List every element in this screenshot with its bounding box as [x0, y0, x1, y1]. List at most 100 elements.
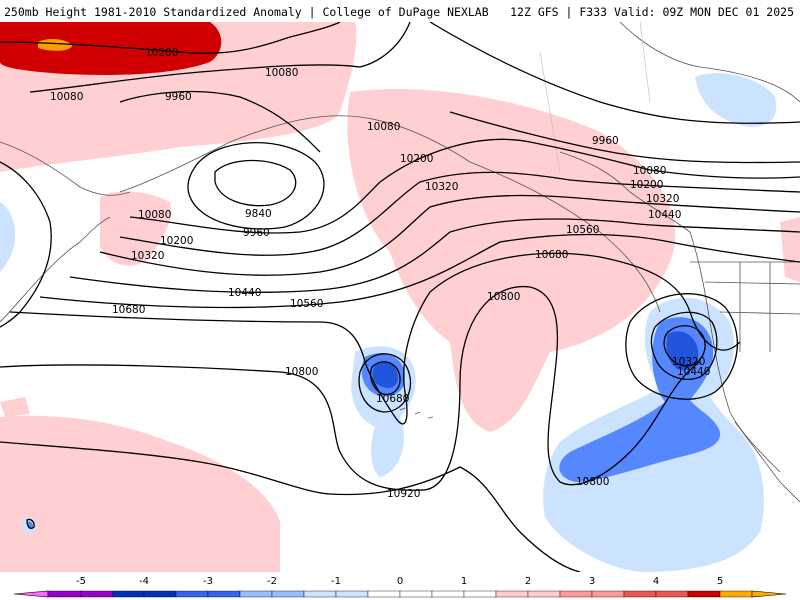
- contour-tiny-low: [26, 518, 35, 529]
- legend-swatch: [399, 590, 433, 598]
- color-legend: -5 -4 -3 -2 -1 0 1 2 3 4 5: [13, 576, 787, 598]
- legend-swatch: [271, 590, 305, 598]
- contour-label: 10320: [425, 181, 458, 193]
- contour-10680-low: [369, 361, 401, 396]
- contour-label: 10800: [487, 291, 520, 303]
- contour-9960: [119, 90, 321, 153]
- legend-swatch: [367, 590, 401, 598]
- contour-10320: [99, 194, 800, 276]
- contour-label: 10920: [387, 488, 420, 500]
- legend-swatch: [207, 590, 241, 598]
- contour-label: 10680: [535, 249, 568, 261]
- canada-coast: [559, 151, 691, 233]
- max-anomaly: [38, 39, 72, 51]
- contour-label: 10320: [131, 250, 164, 262]
- contour-label: 10080: [367, 121, 400, 133]
- legend-swatches: [13, 590, 787, 598]
- contour-10320-trough: [663, 325, 706, 367]
- arctic-coast: [619, 22, 800, 103]
- positive-anomaly-region: [0, 415, 280, 572]
- legend-tick: -4: [139, 576, 149, 587]
- contour-label: 9960: [243, 227, 270, 239]
- bering-coast: [0, 141, 131, 196]
- contour-label: 10440: [677, 366, 710, 378]
- contour-label: 10320: [672, 356, 705, 368]
- contour-10800-low: [358, 353, 412, 413]
- legend-arrow-low: [13, 590, 49, 598]
- legend-swatch: [687, 590, 721, 598]
- positive-anomaly-region: [780, 217, 800, 282]
- legend-swatch: [559, 590, 593, 598]
- contour-northeast: [429, 22, 800, 124]
- contour-label: 10320: [646, 193, 679, 205]
- contour-10560-trough: [625, 293, 738, 400]
- legend-tick: 3: [589, 576, 595, 587]
- legend-ticks: -5 -4 -3 -2 -1 0 1 2 3 4 5: [76, 576, 723, 587]
- legend-swatch: [431, 590, 465, 598]
- contour-10200-north: [0, 22, 341, 54]
- contour-label: 10440: [228, 287, 261, 299]
- legend-swatch: [335, 590, 369, 598]
- legend-swatch: [719, 590, 753, 598]
- strong-positive-anomaly: [0, 22, 222, 75]
- contour-label: 10800: [576, 476, 609, 488]
- contour-label: 10200: [400, 153, 433, 165]
- contour-label: 10560: [290, 298, 323, 310]
- contour-label: 10560: [566, 224, 599, 236]
- us-west-coast: [689, 231, 781, 473]
- contour-10800: [0, 285, 701, 491]
- legend-swatch: [80, 590, 114, 598]
- contour-labels: 10200 10080 10080 9960 10080 10200 10320…: [50, 47, 710, 500]
- contour-10440-trough: [650, 311, 718, 380]
- contour-label: 9960: [592, 135, 619, 147]
- positive-anomaly-region: [100, 191, 171, 266]
- height-contours: [0, 22, 800, 572]
- contour-label: 10200: [160, 235, 193, 247]
- mexico-coast: [734, 421, 800, 503]
- legend-tick: -5: [76, 576, 86, 587]
- negative-anomaly-region: [695, 73, 777, 127]
- legend-tick: 0: [397, 576, 403, 587]
- legend-swatch: [112, 590, 145, 598]
- legend-swatch: [527, 590, 561, 598]
- legend-swatch: [47, 590, 82, 598]
- contour-10080-north: [29, 22, 411, 93]
- positive-anomaly-region: [0, 397, 30, 417]
- legend-tick: 2: [525, 576, 531, 587]
- gridline: [539, 22, 651, 173]
- model-run-info: 12Z GFS | F333 Valid: 09Z MON DEC 01 202…: [510, 5, 794, 19]
- contour-10560: [39, 233, 800, 309]
- legend-tick: -1: [331, 576, 341, 587]
- legend-tick: 5: [717, 576, 723, 587]
- anomaly-map: 10200 10080 10080 9960 10080 10200 10320…: [0, 22, 800, 572]
- coastlines: [0, 22, 800, 503]
- hawaii-islands: [399, 407, 434, 419]
- contour-label: 10440: [648, 209, 681, 221]
- contour-10080: [129, 138, 800, 234]
- contour-label: 10800: [285, 366, 318, 378]
- map-title: 250mb Height 1981-2010 Standardized Anom…: [4, 5, 489, 19]
- legend-swatch: [175, 590, 209, 598]
- contour-label: 10080: [50, 91, 83, 103]
- header: 250mb Height 1981-2010 Standardized Anom…: [0, 0, 800, 22]
- state-lines: [704, 262, 800, 352]
- contour-10200: [119, 171, 800, 256]
- legend-swatch: [239, 590, 273, 598]
- contour-label: 10200: [630, 179, 663, 191]
- contour-10440: [69, 218, 800, 293]
- contour-label: 10680: [376, 393, 409, 405]
- contour-9840-low: [214, 159, 297, 207]
- legend-swatch: [495, 590, 529, 598]
- legend-swatch: [143, 590, 177, 598]
- strong-negative-anomaly: [666, 331, 699, 371]
- contour-west-edge: [0, 161, 52, 328]
- contour-label: 10080: [265, 67, 298, 79]
- contour-label: 9960: [165, 91, 192, 103]
- contour-10920: [0, 441, 581, 572]
- legend-swatch: [303, 590, 337, 598]
- legend-swatch: [591, 590, 625, 598]
- legend-arrow-high: [751, 590, 787, 598]
- contour-label: 9840: [245, 208, 272, 220]
- legend-swatch: [655, 590, 689, 598]
- contour-label: 10080: [138, 209, 171, 221]
